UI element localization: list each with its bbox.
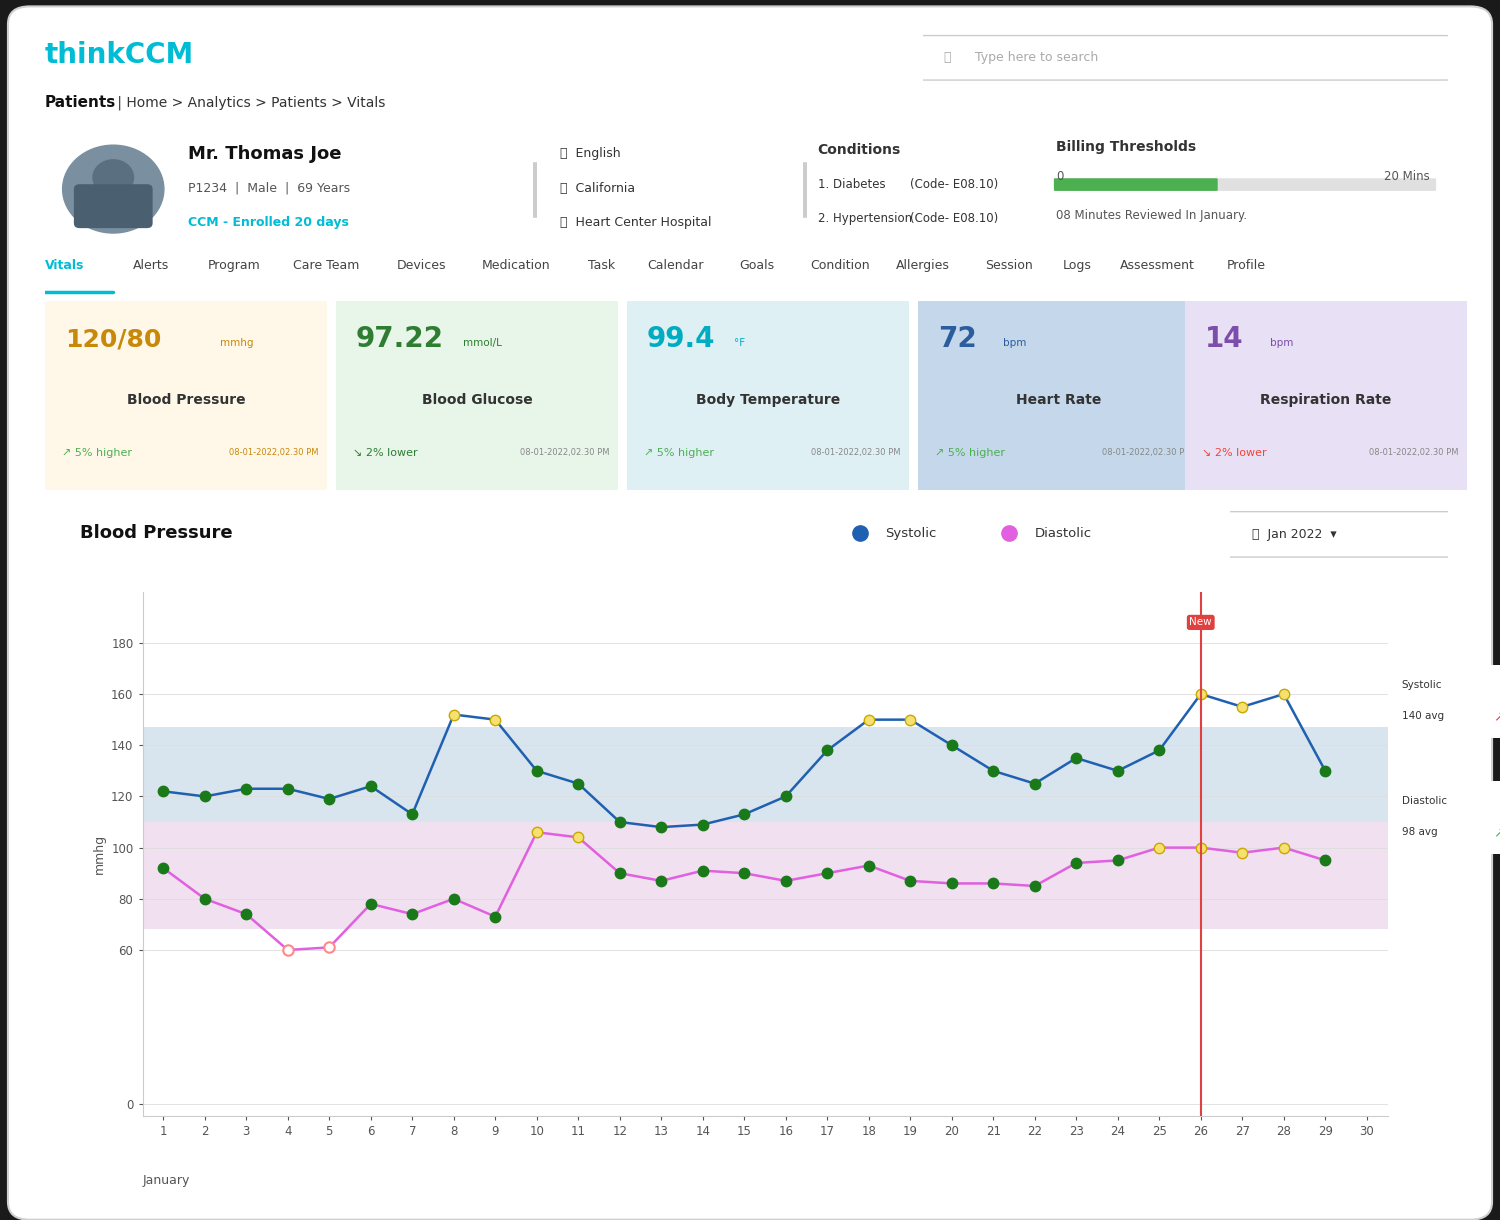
Circle shape: [93, 160, 134, 195]
Text: Blood Glucose: Blood Glucose: [422, 393, 532, 406]
Text: ↗: ↗: [1494, 709, 1500, 723]
Circle shape: [63, 145, 164, 233]
Text: Medication: Medication: [482, 259, 550, 272]
Text: Session: Session: [986, 259, 1032, 272]
Text: (Code- E08.10): (Code- E08.10): [909, 178, 998, 192]
Text: Logs: Logs: [1064, 259, 1092, 272]
Text: New: New: [1190, 617, 1212, 627]
Text: Patients: Patients: [45, 95, 117, 110]
Text: 140 avg: 140 avg: [1402, 711, 1444, 721]
Text: bpm: bpm: [1002, 338, 1026, 348]
Text: 🌐  English: 🌐 English: [561, 148, 621, 160]
Y-axis label: mmhg: mmhg: [93, 834, 105, 874]
Text: Systolic: Systolic: [885, 527, 938, 539]
Text: bpm: bpm: [1269, 338, 1293, 348]
Text: 08-01-2022,02.30 PM: 08-01-2022,02.30 PM: [230, 448, 318, 458]
Text: ↘ 2% lower: ↘ 2% lower: [1202, 448, 1266, 458]
Text: Conditions: Conditions: [818, 143, 900, 157]
Text: Systolic: Systolic: [1402, 681, 1443, 691]
Text: 📍  California: 📍 California: [561, 182, 636, 194]
Text: °F: °F: [734, 338, 746, 348]
Text: Heart Rate: Heart Rate: [1017, 393, 1101, 406]
Text: 08-01-2022,02.30 PM: 08-01-2022,02.30 PM: [1102, 448, 1191, 458]
Text: 72: 72: [938, 326, 976, 353]
Text: ↗ 5% higher: ↗ 5% higher: [62, 448, 132, 458]
Text: 20 Mins: 20 Mins: [1384, 170, 1429, 183]
Text: Calendar: Calendar: [648, 259, 704, 272]
Text: 🏥  Heart Center Hospital: 🏥 Heart Center Hospital: [561, 216, 711, 229]
Text: Alerts: Alerts: [134, 259, 170, 272]
Text: (Code- E08.10): (Code- E08.10): [909, 212, 998, 226]
FancyBboxPatch shape: [1026, 131, 1464, 250]
FancyBboxPatch shape: [74, 184, 153, 228]
Text: ↗: ↗: [1494, 825, 1500, 839]
Text: Allergies: Allergies: [896, 259, 950, 272]
FancyBboxPatch shape: [1221, 511, 1454, 558]
Text: Type here to search: Type here to search: [975, 51, 1098, 63]
Text: Task: Task: [588, 259, 615, 272]
FancyBboxPatch shape: [8, 6, 1492, 1220]
Text: 98 avg: 98 avg: [1402, 827, 1437, 837]
Text: Blood Pressure: Blood Pressure: [81, 525, 232, 543]
Text: Devices: Devices: [396, 259, 445, 272]
FancyBboxPatch shape: [1179, 298, 1473, 494]
Text: Billing Thresholds: Billing Thresholds: [1056, 140, 1196, 154]
Text: 2. Hypertension: 2. Hypertension: [818, 212, 912, 226]
Text: 🔍: 🔍: [944, 51, 951, 63]
Bar: [142, 727, 1388, 822]
Text: Diastolic: Diastolic: [1035, 527, 1092, 539]
Text: Mr. Thomas Joe: Mr. Thomas Joe: [188, 145, 340, 162]
Text: 08 Minutes Reviewed In January.: 08 Minutes Reviewed In January.: [1056, 209, 1246, 222]
FancyBboxPatch shape: [621, 298, 915, 494]
FancyBboxPatch shape: [1386, 777, 1500, 858]
FancyBboxPatch shape: [26, 131, 1032, 250]
Text: 14: 14: [1204, 326, 1243, 353]
Text: Vitals: Vitals: [45, 259, 84, 272]
Text: Respiration Rate: Respiration Rate: [1260, 393, 1392, 406]
Text: CCM - Enrolled 20 days: CCM - Enrolled 20 days: [188, 216, 348, 229]
Text: mmol/L: mmol/L: [464, 338, 503, 348]
FancyBboxPatch shape: [39, 298, 333, 494]
Bar: [142, 822, 1388, 930]
Text: 99.4: 99.4: [646, 326, 716, 353]
Text: Condition: Condition: [810, 259, 870, 272]
Text: January: January: [142, 1175, 190, 1187]
FancyBboxPatch shape: [1054, 178, 1218, 190]
FancyBboxPatch shape: [1054, 178, 1436, 190]
Text: Diastolic: Diastolic: [1402, 797, 1447, 806]
Text: thinkCCM: thinkCCM: [45, 41, 195, 68]
Text: 97.22: 97.22: [356, 326, 444, 353]
FancyBboxPatch shape: [902, 35, 1462, 81]
Text: 📅  Jan 2022  ▾: 📅 Jan 2022 ▾: [1251, 528, 1336, 540]
Text: 1. Diabetes: 1. Diabetes: [818, 178, 885, 192]
Text: 120/80: 120/80: [64, 327, 160, 351]
Text: ↗ 5% higher: ↗ 5% higher: [934, 448, 1005, 458]
Text: Goals: Goals: [740, 259, 774, 272]
Text: 0: 0: [1056, 170, 1064, 183]
Text: Program: Program: [209, 259, 261, 272]
Text: Profile: Profile: [1227, 259, 1266, 272]
Text: Blood Pressure: Blood Pressure: [126, 393, 246, 406]
FancyBboxPatch shape: [32, 492, 1476, 1193]
Text: ↗ 5% higher: ↗ 5% higher: [644, 448, 714, 458]
Text: Body Temperature: Body Temperature: [696, 393, 840, 406]
FancyBboxPatch shape: [1386, 661, 1500, 742]
FancyBboxPatch shape: [912, 298, 1206, 494]
Text: Assessment: Assessment: [1119, 259, 1194, 272]
Text: mmhg: mmhg: [220, 338, 254, 348]
Text: | Home > Analytics > Patients > Vitals: | Home > Analytics > Patients > Vitals: [112, 95, 386, 110]
FancyBboxPatch shape: [330, 298, 624, 494]
Text: Care Team: Care Team: [292, 259, 360, 272]
Text: ↘ 2% lower: ↘ 2% lower: [352, 448, 417, 458]
Text: 08-01-2022,02.30 PM: 08-01-2022,02.30 PM: [812, 448, 900, 458]
Text: P1234  |  Male  |  69 Years: P1234 | Male | 69 Years: [188, 182, 350, 194]
Text: 08-01-2022,02.30 PM: 08-01-2022,02.30 PM: [520, 448, 609, 458]
Text: 08-01-2022,02.30 PM: 08-01-2022,02.30 PM: [1370, 448, 1458, 458]
